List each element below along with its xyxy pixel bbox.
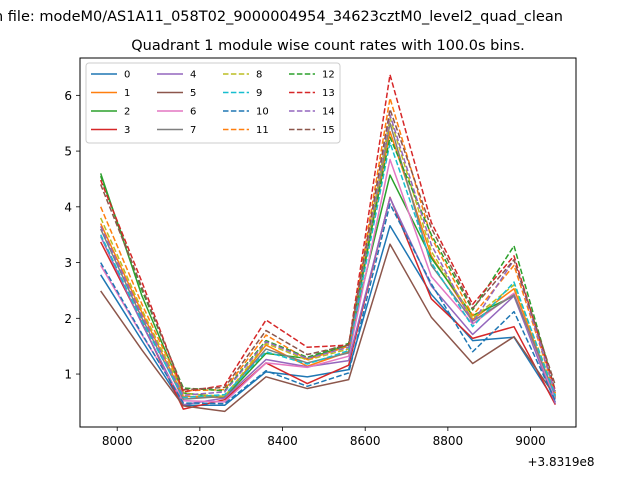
legend-label-6: 6	[190, 107, 196, 118]
y-tick-label: 3	[64, 256, 72, 270]
legend-label-0: 0	[124, 70, 130, 81]
x-tick-label: 8400	[267, 434, 298, 448]
x-tick-label: 8000	[102, 434, 133, 448]
x-tick-label: 8200	[185, 434, 216, 448]
legend-label-11: 11	[256, 125, 269, 136]
x-axis: 8000 8200 8400 8600 8800 9000	[102, 427, 546, 448]
chart-suptitle: n file: modeM0/AS1A11_058T02_9000004954_…	[0, 9, 563, 25]
y-tick-label: 5	[64, 145, 72, 159]
legend-label-3: 3	[124, 125, 130, 136]
legend-label-2: 2	[124, 107, 130, 118]
legend-label-15: 15	[322, 125, 335, 136]
chart-title: Quadrant 1 module wise count rates with …	[131, 38, 525, 54]
legend-label-7: 7	[190, 125, 196, 136]
legend-label-14: 14	[322, 107, 335, 118]
x-tick-label: 8800	[433, 434, 464, 448]
x-axis-offset-label: +3.8319e8	[527, 455, 594, 469]
y-tick-label: 6	[64, 89, 72, 103]
y-tick-label: 4	[64, 200, 72, 214]
x-tick-label: 9000	[515, 434, 546, 448]
y-axis: 1 2 3 4 5 6	[64, 89, 80, 382]
y-tick-label: 2	[64, 312, 72, 326]
legend-label-1: 1	[124, 88, 130, 99]
legend-label-12: 12	[322, 70, 335, 81]
legend-label-10: 10	[256, 107, 269, 118]
legend-label-5: 5	[190, 88, 196, 99]
legend-label-8: 8	[256, 70, 262, 81]
legend-label-13: 13	[322, 88, 335, 99]
y-tick-label: 1	[64, 368, 72, 382]
legend-label-4: 4	[190, 70, 196, 81]
legend-label-9: 9	[256, 88, 262, 99]
x-tick-label: 8600	[350, 434, 381, 448]
chart-figure: n file: modeM0/AS1A11_058T02_9000004954_…	[0, 0, 640, 480]
